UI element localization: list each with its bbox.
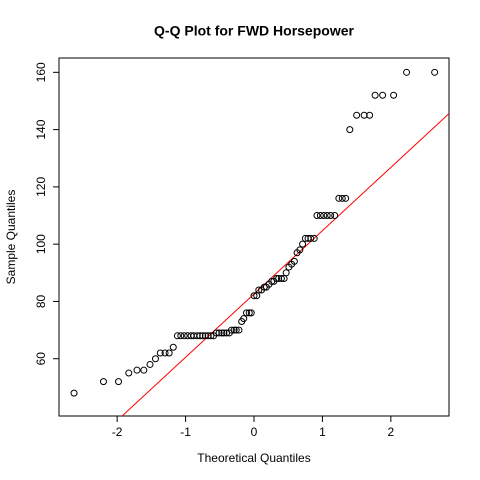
point [247, 309, 255, 317]
point [70, 389, 78, 397]
point [245, 309, 253, 317]
y-tick-label: 120 [34, 177, 48, 197]
point [207, 332, 215, 340]
point [282, 269, 290, 277]
point [169, 343, 177, 351]
point [177, 332, 185, 340]
point [290, 257, 298, 265]
point [313, 212, 321, 220]
x-tick-label: 2 [387, 425, 394, 439]
point [161, 349, 169, 357]
point [431, 68, 439, 76]
point [227, 326, 235, 334]
x-tick-label: 1 [319, 425, 326, 439]
point [196, 332, 204, 340]
plot-box [58, 57, 450, 417]
point [360, 111, 368, 119]
point [353, 111, 361, 119]
point [342, 194, 350, 202]
point [212, 329, 220, 337]
point [403, 68, 411, 76]
point [371, 91, 379, 99]
point [146, 360, 154, 368]
point [346, 126, 354, 134]
point [133, 366, 141, 374]
point [180, 332, 188, 340]
point [235, 326, 243, 334]
point [193, 332, 201, 340]
point [220, 329, 228, 337]
x-tick-label: 0 [251, 425, 258, 439]
point [275, 275, 283, 283]
point [301, 234, 309, 242]
y-tick-label: 140 [34, 119, 48, 139]
point [242, 309, 250, 317]
point [173, 332, 181, 340]
point [335, 194, 343, 202]
point [390, 91, 398, 99]
y-tick-label: 100 [34, 234, 48, 254]
y-axis-label: Sample Quantiles [4, 190, 18, 285]
point [320, 212, 328, 220]
point [316, 212, 324, 220]
point [277, 275, 285, 283]
point [255, 286, 263, 294]
point [240, 315, 248, 323]
point [140, 366, 148, 374]
point [156, 349, 164, 357]
point [307, 234, 315, 242]
point [218, 329, 226, 337]
point [204, 332, 212, 340]
point [338, 194, 346, 202]
point [115, 378, 123, 386]
point [165, 349, 173, 357]
chart-title: Q-Q Plot for FWD Horsepower [154, 23, 354, 39]
point [323, 212, 331, 220]
point [201, 332, 209, 340]
point [310, 234, 318, 242]
point [125, 369, 133, 377]
point [379, 91, 387, 99]
point [366, 111, 374, 119]
point [250, 292, 258, 300]
x-tick-label: -1 [180, 425, 191, 439]
x-axis-label: Theoretical Quantiles [197, 451, 310, 465]
point [273, 275, 281, 283]
point [230, 326, 238, 334]
point [296, 246, 304, 254]
y-tick-label: 160 [34, 62, 48, 82]
point [151, 355, 159, 363]
point [99, 378, 107, 386]
point [215, 329, 223, 337]
y-tick-label: 60 [34, 352, 48, 366]
x-tick-label: -2 [112, 425, 123, 439]
point [199, 332, 207, 340]
y-tick-label: 80 [34, 294, 48, 308]
point [327, 212, 335, 220]
point [331, 212, 339, 220]
point [232, 326, 240, 334]
point [299, 240, 307, 248]
